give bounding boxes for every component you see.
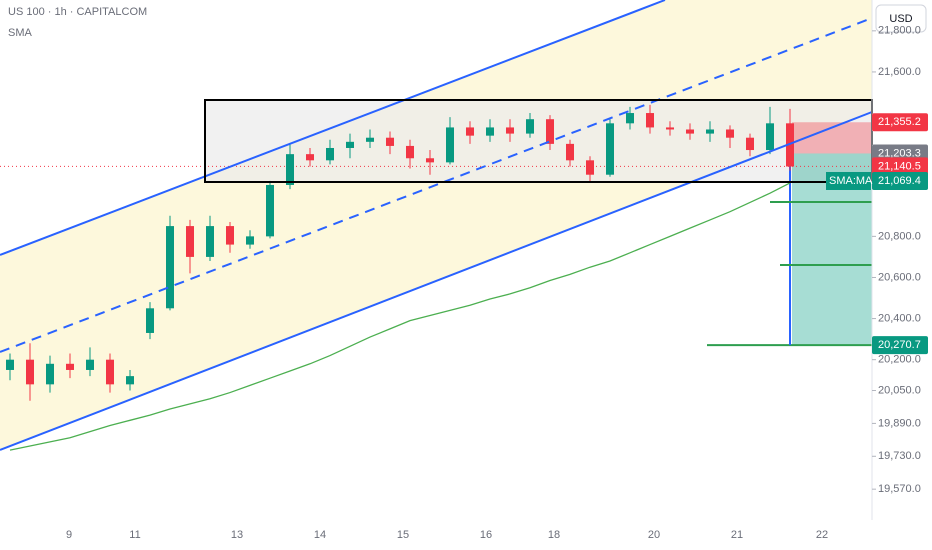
candle-body	[146, 308, 154, 333]
last-price-badge-label: 21,140.5	[878, 160, 921, 172]
y-tick-label: 20,200.0	[878, 354, 921, 366]
candle-body	[566, 143, 574, 161]
candle-body	[646, 113, 654, 128]
x-tick-label: 14	[314, 529, 326, 541]
candle-body	[226, 226, 234, 245]
candle-body	[206, 226, 214, 257]
candle-body	[606, 123, 614, 175]
sma-name-badge	[826, 171, 871, 190]
candle-body	[686, 129, 694, 134]
candle-body	[126, 376, 134, 385]
candle-body	[406, 145, 414, 159]
candle-body	[26, 359, 34, 385]
candle-body	[506, 127, 514, 134]
indicator-label: SMA	[8, 27, 33, 39]
candle-body	[446, 127, 454, 163]
candle-body	[586, 160, 594, 175]
candle-body	[766, 123, 774, 151]
y-tick-label: 20,050.0	[878, 384, 921, 396]
x-tick-label: 18	[548, 529, 560, 541]
target-badge-label: 20,270.7	[878, 339, 921, 351]
sma-line	[9, 182, 791, 451]
candle-body	[526, 119, 534, 134]
y-tick-label: 20,800.0	[878, 230, 921, 242]
candle-body	[786, 123, 794, 167]
candle-body	[666, 127, 674, 130]
x-tick-label: 22	[816, 529, 828, 541]
candle-body	[186, 226, 194, 257]
sma-name: SMA:MA	[829, 175, 873, 187]
candle-body	[426, 158, 434, 163]
y-tick-label: 20,600.0	[878, 271, 921, 283]
stop-badge	[872, 113, 928, 132]
candle-body	[746, 137, 754, 151]
x-tick-label: 16	[480, 529, 492, 541]
y-tick-label: 21,600.0	[878, 66, 921, 78]
candle-body	[6, 359, 14, 370]
x-tick-label: 20	[648, 529, 660, 541]
candle-body	[626, 113, 634, 124]
candle-body	[546, 119, 554, 144]
range-box	[205, 100, 872, 182]
x-tick-label: 13	[231, 529, 243, 541]
candle-body	[266, 184, 274, 237]
candle-body	[346, 141, 354, 148]
y-tick-label: 19,570.0	[878, 483, 921, 495]
stop-badge-label: 21,355.2	[878, 116, 921, 128]
channel-upper	[0, 0, 666, 256]
y-tick-label: 19,890.0	[878, 417, 921, 429]
candle-body	[366, 137, 374, 142]
y-tick-label: 19,730.0	[878, 450, 921, 462]
y-tick-label: 21,800.0	[878, 25, 921, 37]
x-tick-label: 15	[397, 529, 409, 541]
x-tick-label: 11	[129, 529, 140, 541]
currency-label: USD	[889, 13, 912, 25]
target-badge	[872, 336, 928, 355]
candle-body	[66, 363, 74, 370]
candle-body	[726, 129, 734, 138]
x-tick-label: 21	[731, 529, 743, 541]
symbol-title: US 100 · 1h · CAPITALCOM	[8, 6, 147, 18]
candle-body	[386, 137, 394, 146]
candle-body	[106, 359, 114, 385]
x-tick-label: 9	[66, 529, 72, 541]
channel-mid	[0, 17, 873, 353]
candle-body	[286, 154, 294, 185]
candle-body	[326, 147, 334, 161]
candle-body	[466, 127, 474, 136]
channel-lower	[0, 111, 873, 451]
candle-body	[166, 226, 174, 309]
sma-badge	[872, 171, 928, 190]
candle-body	[46, 363, 54, 385]
candle-body	[306, 154, 314, 161]
y-tick-label: 20,400.0	[878, 312, 921, 324]
candle-body	[246, 236, 254, 245]
currency-button[interactable]	[875, 4, 927, 33]
candle-body	[486, 127, 494, 136]
candle-body	[86, 359, 94, 370]
candle-body	[706, 129, 714, 134]
entry-badge-label: 21,203.3	[878, 147, 921, 159]
sma-badge-label: 21,069.4	[878, 175, 921, 187]
